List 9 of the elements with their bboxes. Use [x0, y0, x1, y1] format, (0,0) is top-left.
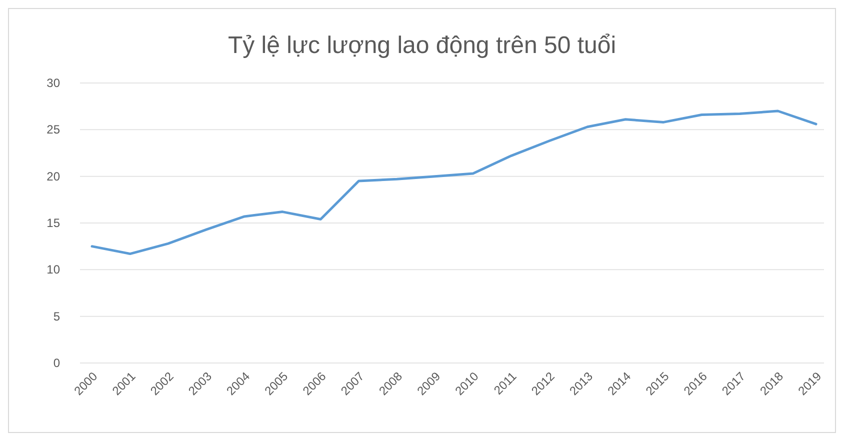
y-tick-label: 15	[46, 216, 60, 230]
y-tick-label: 20	[46, 169, 60, 184]
y-tick-label: 5	[53, 309, 60, 324]
y-tick-label: 30	[46, 76, 60, 90]
chart-title: Tỷ lệ lực lượng lao động trên 50 tuổi	[228, 32, 616, 59]
line-series	[90, 110, 818, 256]
y-tick-label: 10	[46, 262, 60, 277]
y-tick-label: 25	[46, 122, 60, 137]
y-tick-label: 0	[53, 356, 60, 370]
